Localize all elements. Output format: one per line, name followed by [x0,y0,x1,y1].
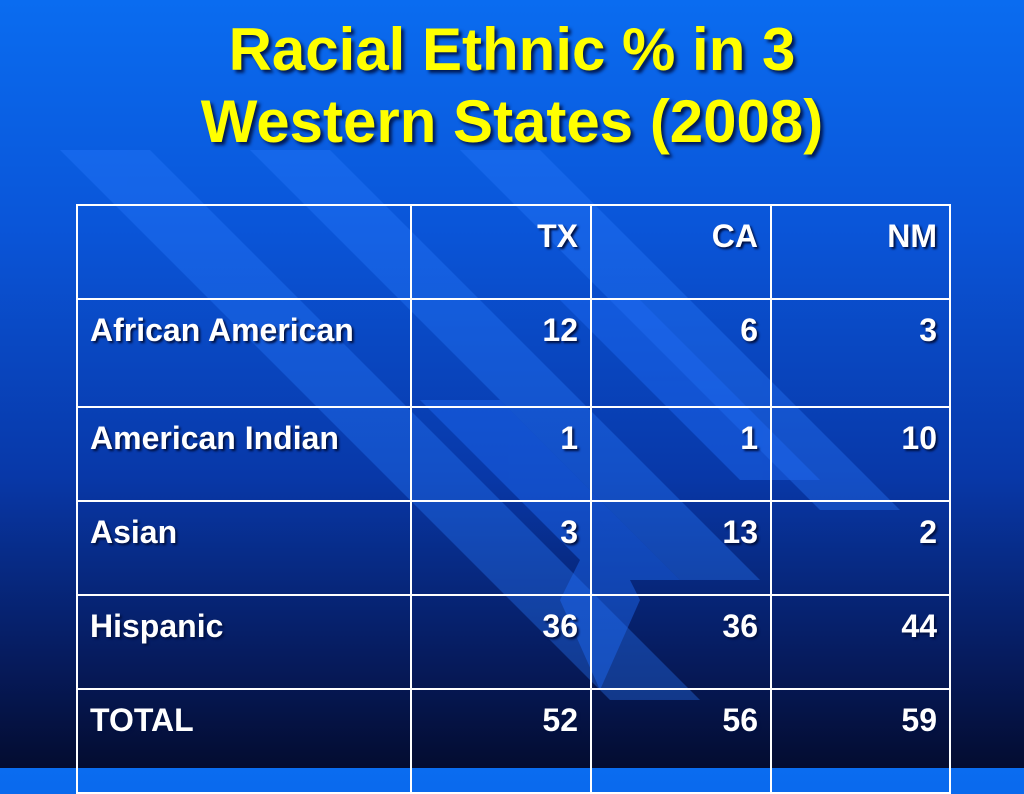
table-row: Hispanic 36 36 44 [76,594,951,690]
cell-tx: 52 [410,688,592,794]
header-tx: TX [410,204,592,300]
table-row-total: TOTAL 52 56 59 [76,688,951,794]
cell-nm: 10 [770,406,951,502]
slide-title-line-1: Racial Ethnic % in 3 [228,16,796,83]
header-empty-cell [76,204,412,300]
cell-nm: 3 [770,298,951,408]
cell-ca: 6 [590,298,772,408]
ethnicity-table: TX CA NM African American 12 6 3 America… [76,204,951,794]
slide-title-line-2: Western States (2008) [200,88,824,155]
cell-tx: 1 [410,406,592,502]
cell-tx: 12 [410,298,592,408]
row-label: African American [76,298,412,408]
cell-nm: 44 [770,594,951,690]
header-nm: NM [770,204,951,300]
cell-tx: 3 [410,500,592,596]
slide-title: Racial Ethnic % in 3 Western States (200… [0,14,1024,158]
row-label: Hispanic [76,594,412,690]
row-label: TOTAL [76,688,412,794]
table-row: American Indian 1 1 10 [76,406,951,502]
cell-nm: 2 [770,500,951,596]
table-row: African American 12 6 3 [76,298,951,408]
cell-tx: 36 [410,594,592,690]
row-label: Asian [76,500,412,596]
cell-ca: 1 [590,406,772,502]
cell-ca: 36 [590,594,772,690]
cell-ca: 56 [590,688,772,794]
table-row: Asian 3 13 2 [76,500,951,596]
header-ca: CA [590,204,772,300]
cell-nm: 59 [770,688,951,794]
cell-ca: 13 [590,500,772,596]
row-label: American Indian [76,406,412,502]
table-header-row: TX CA NM [76,204,951,300]
